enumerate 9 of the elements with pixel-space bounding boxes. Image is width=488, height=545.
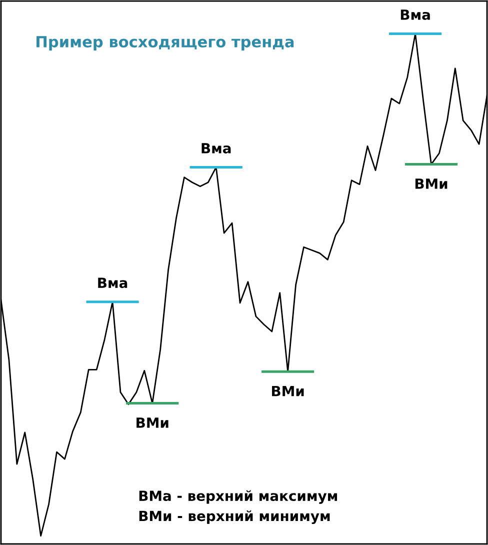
ref-line-label: ВМи — [136, 418, 168, 428]
chart-title: Пример восходящего тренда — [36, 36, 294, 50]
ref-line-label: ВМи — [415, 178, 448, 189]
ref-line-label: Вма — [98, 278, 128, 288]
ref-line-label: Вма — [400, 10, 430, 20]
ref-line-label: ВМи — [272, 386, 304, 396]
annotation: ВМа - верхний максимум — [139, 490, 338, 504]
ref-line-label: Вма — [202, 143, 231, 154]
annotation: ВМи - верхний минимум — [139, 510, 330, 524]
